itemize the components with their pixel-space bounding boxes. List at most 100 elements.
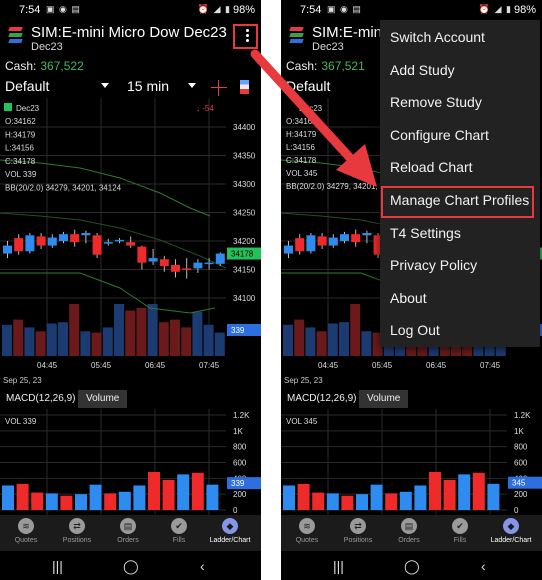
menu-item-t4-settings[interactable]: T4 Settings [390, 224, 461, 241]
candle-body [103, 242, 113, 244]
candle-body [295, 238, 305, 252]
home-icon[interactable]: ◯ [404, 558, 420, 574]
menu-item-add-study[interactable]: Add Study [390, 61, 455, 78]
nav-item-fills[interactable]: ✔ Fills [156, 518, 202, 544]
volume-bar [147, 304, 158, 356]
nav-item-positions[interactable]: ⇄ Positions [335, 518, 381, 544]
price-tick-label: 34150 [233, 266, 256, 275]
candle-body [137, 246, 147, 263]
interval-dropdown[interactable]: 15 min [127, 78, 170, 94]
quotes-icon: ≋ [18, 518, 34, 534]
crosshair-icon[interactable] [211, 80, 227, 96]
volume-study-bar [104, 493, 117, 510]
tab-volume[interactable]: Volume [78, 390, 128, 408]
back-icon[interactable]: ‹ [481, 558, 486, 574]
volume-study-bar [31, 492, 44, 510]
recent-apps-icon[interactable]: ||| [333, 558, 344, 574]
back-icon[interactable]: ‹ [200, 558, 205, 574]
positions-icon: ⇄ [350, 518, 366, 534]
nav-item-positions[interactable]: ⇄ Positions [54, 518, 100, 544]
candle-body [92, 235, 102, 255]
chevron-down-icon[interactable] [188, 83, 196, 88]
volume-bar [46, 323, 57, 356]
price-tick-label: 34200 [233, 237, 256, 246]
legend-line: C:34178 [5, 157, 36, 166]
tab-volume[interactable]: Volume [359, 390, 409, 408]
volume-study-bar [89, 484, 102, 510]
menu-item-log-out[interactable]: Log Out [390, 322, 440, 339]
volume-tick-label: 1.2K [233, 411, 250, 420]
candle-body [126, 242, 136, 246]
volume-study-bar [2, 485, 14, 510]
price-tick-label: 34400 [233, 123, 256, 132]
menu-item-manage-chart-profiles[interactable]: Manage Chart Profiles [390, 192, 530, 208]
nav-item-ladder-chart[interactable]: ◆ Ladder/Chart [207, 518, 253, 544]
volume-study-bar [312, 492, 325, 510]
menu-item-about[interactable]: About [390, 289, 427, 306]
profile-dropdown[interactable]: Default [286, 78, 331, 94]
volume-bar [350, 304, 361, 356]
volume-tick-label: 800 [233, 443, 247, 452]
nav-item-orders[interactable]: ▤ Orders [105, 518, 151, 544]
volume-tick-label: 0 [514, 506, 519, 515]
home-icon[interactable]: ◯ [123, 558, 139, 574]
legend-line: L:34156 [5, 144, 34, 153]
overflow-menu-button[interactable] [237, 27, 257, 47]
volume-study-bar [472, 472, 485, 510]
volume-study-tag-label: 345 [512, 479, 526, 488]
candle-body [115, 239, 124, 242]
nav-item-quotes[interactable]: ≋ Quotes [3, 518, 49, 544]
quotes-icon: ≋ [299, 518, 315, 534]
recent-apps-icon[interactable]: ||| [52, 558, 63, 574]
legend-line: O:34162 [5, 117, 36, 126]
study-tabs: MACD(12,26,9) Volume [0, 389, 261, 409]
volume-bar [305, 327, 316, 356]
menu-item-configure-chart[interactable]: Configure Chart [390, 126, 489, 143]
cash-balance: Cash: 367,522 [5, 59, 84, 73]
volume-study-bar [356, 494, 368, 510]
nav-label: Ladder/Chart [490, 537, 532, 544]
tab-macd[interactable]: MACD(12,26,9) [6, 393, 76, 404]
volume-bar [361, 331, 372, 356]
nav-item-quotes[interactable]: ≋ Quotes [284, 518, 330, 544]
candle-body [328, 237, 338, 246]
bollinger-band-line [0, 159, 211, 217]
volume-study-bar [206, 484, 219, 510]
candle-body [59, 234, 68, 241]
overflow-menu: Switch Account Add Study Remove Study Confi… [380, 20, 540, 347]
volume-study-bar [148, 472, 160, 510]
android-navigation-bar: ||| ◯ ‹ [0, 551, 261, 580]
chevron-down-icon[interactable] [101, 83, 109, 88]
volume-study-bar [75, 494, 87, 510]
volume-bar [102, 327, 113, 356]
nav-label: Orders [398, 537, 420, 544]
volume-bar [24, 327, 35, 356]
volume-study-bar [45, 493, 58, 510]
volume-study-bar [118, 491, 131, 510]
profile-dropdown[interactable]: Default [5, 78, 50, 94]
menu-item-switch-account[interactable]: Switch Account [390, 29, 485, 45]
menu-item-reload-chart[interactable]: Reload Chart [390, 159, 473, 176]
nav-item-orders[interactable]: ▤ Orders [386, 518, 432, 544]
time-tick-label: 05:45 [91, 361, 112, 370]
nav-item-ladder-chart[interactable]: ◆ Ladder/Chart [488, 518, 534, 544]
kebab-dot-icon [245, 34, 249, 37]
ladder-chart-icon: ◆ [222, 518, 238, 534]
bottom-navigation: ≋ Quotes ⇄ Positions ▤ Orders ✔ Fills ◆ Ladder/Ch… [281, 515, 542, 551]
ladder-toggle-icon[interactable] [240, 80, 249, 94]
candle-body [340, 234, 349, 241]
nav-item-fills[interactable]: ✔ Fills [437, 518, 483, 544]
volume-study-tag-label: 339 [231, 479, 245, 488]
time-tick-label: 06:45 [426, 361, 447, 370]
volume-tick-label: 1.2K [514, 411, 531, 420]
menu-item-privacy-policy[interactable]: Privacy Policy [390, 257, 478, 274]
menu-item-remove-study[interactable]: Remove Study [390, 94, 482, 111]
menu-highlight-box [381, 186, 534, 218]
volume-label: VOL 339 [5, 417, 37, 426]
tab-macd[interactable]: MACD(12,26,9) [287, 393, 357, 404]
last-price-tag [227, 247, 261, 260]
status-time: 7:54 [19, 4, 41, 16]
price-chart[interactable]: 34400 34350 34300 34250 34200 34150 34100 04:45… [0, 98, 261, 374]
